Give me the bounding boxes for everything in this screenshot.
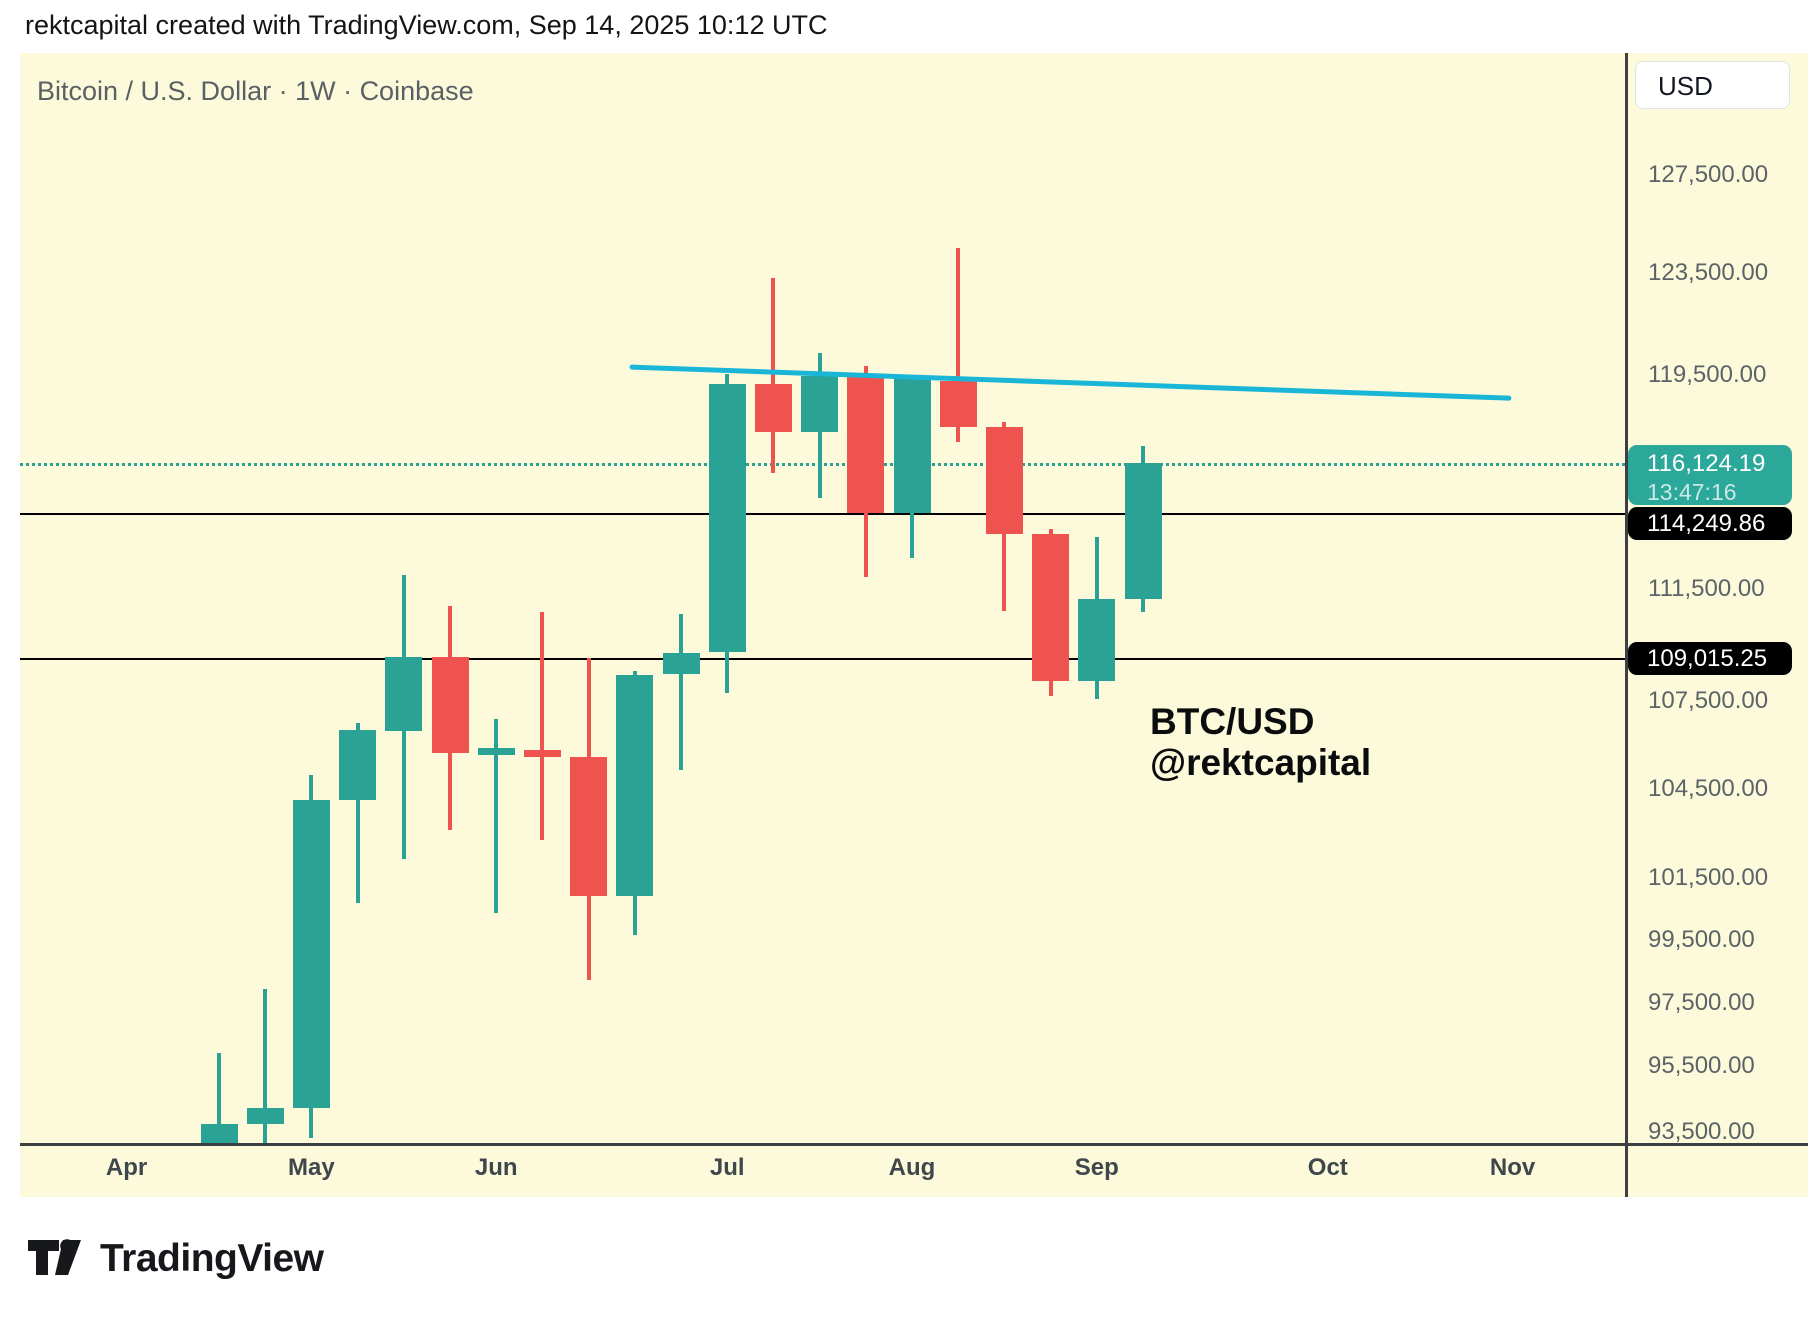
horizontal-level-line[interactable] <box>20 513 1625 516</box>
currency-badge: USD <box>1635 61 1790 109</box>
price-tick-label: 101,500.00 <box>1648 864 1769 892</box>
month-label-nov: Nov <box>1489 1154 1536 1181</box>
candle-2025-08-04[interactable] <box>893 378 931 514</box>
price-tick-label: 123,500.00 <box>1648 259 1769 287</box>
candle-2025-06-09[interactable] <box>523 750 561 758</box>
month-label-jun: Jun <box>474 1154 518 1181</box>
candle-2025-06-23[interactable] <box>616 675 654 897</box>
time-axis[interactable]: Apr May Jun Jul Aug Sep Oct Nov <box>20 1146 1625 1197</box>
price-tick-label: 93,500.00 <box>1648 1117 1755 1145</box>
price-tick-label: 95,500.00 <box>1648 1052 1755 1080</box>
price-tick-label: 97,500.00 <box>1648 988 1755 1016</box>
footer: TradingView <box>0 1197 1820 1318</box>
price-chart-plot[interactable]: Bitcoin / U.S. Dollar · 1W · Coinbase BT… <box>20 53 1625 1143</box>
candle-2025-07-28[interactable] <box>847 376 885 514</box>
candle-2025-06-30[interactable] <box>662 653 700 675</box>
candle-2025-07-07[interactable] <box>708 384 746 653</box>
last-price-badge: 116,124.19 13:47:16 <box>1628 445 1792 506</box>
candle-wick-2025-06-09 <box>540 612 545 841</box>
candle-wick-2025-04-21 <box>217 1052 221 1143</box>
candle-2025-05-19[interactable] <box>385 657 423 731</box>
countdown-timer: 13:47:16 <box>1647 479 1737 506</box>
annotation-symbol: BTC/USD <box>1150 701 1315 742</box>
price-tick-label: 111,500.00 <box>1648 574 1765 602</box>
candle-wick-2025-07-14 <box>771 278 776 474</box>
candle-2025-05-05[interactable] <box>292 800 330 1108</box>
candle-2025-05-26[interactable] <box>431 657 469 754</box>
candle-wick-2025-06-02 <box>494 719 499 913</box>
candle-wick-2025-06-30 <box>679 614 683 771</box>
candle-2025-06-16[interactable] <box>570 757 608 897</box>
time-axis-separator <box>20 1143 1808 1146</box>
level-price-badge: 114,249.86 <box>1628 507 1792 541</box>
candle-2025-09-08[interactable] <box>1124 463 1162 600</box>
annotation-handle: @rektcapital <box>1150 742 1372 783</box>
candle-2025-05-12[interactable] <box>339 730 377 801</box>
candle-wick-2025-08-11 <box>956 248 961 443</box>
price-axis-separator <box>1625 53 1628 1197</box>
candle-2025-09-01[interactable] <box>1078 599 1116 681</box>
level-price-badge: 109,015.25 <box>1628 641 1792 675</box>
chart-annotation: BTC/USD @rektcapital <box>1150 701 1371 783</box>
last-price-value: 116,124.19 <box>1647 450 1766 478</box>
month-label-sep: Sep <box>1074 1154 1119 1181</box>
tradingview-logo-text: TradingView <box>100 1237 324 1280</box>
candle-2025-04-28[interactable] <box>246 1107 284 1124</box>
attribution-text: rektcapital created with TradingView.com… <box>25 10 828 40</box>
candle-wick-2025-05-12 <box>355 723 360 904</box>
month-label-jul: Jul <box>709 1154 745 1181</box>
candle-2025-08-18[interactable] <box>985 427 1023 535</box>
candle-2025-06-02[interactable] <box>477 748 515 756</box>
tradingview-logo[interactable]: TradingView <box>27 1237 324 1281</box>
last-price-line <box>20 463 1625 467</box>
month-label-aug: Aug <box>888 1154 936 1181</box>
candle-wick-2025-04-28 <box>263 988 268 1143</box>
price-axis[interactable]: USD 116,124.19 13:47:16 127,500.00 123,50… <box>1628 53 1808 1197</box>
chart-block: Bitcoin / U.S. Dollar · 1W · Coinbase BT… <box>20 53 1808 1197</box>
tradingview-logo-icon <box>28 1239 81 1275</box>
price-tick-label: 104,500.00 <box>1648 774 1769 802</box>
candle-2025-07-14[interactable] <box>754 384 792 433</box>
price-tick-label: 119,500.00 <box>1648 360 1767 388</box>
candle-2025-08-11[interactable] <box>939 380 977 428</box>
price-tick-label: 107,500.00 <box>1648 687 1769 715</box>
candle-2025-07-21[interactable] <box>801 376 839 433</box>
trendline[interactable] <box>20 53 1625 1143</box>
candle-2025-08-25[interactable] <box>1032 534 1070 681</box>
candle-2025-04-21[interactable] <box>200 1123 238 1143</box>
month-label-apr: Apr <box>105 1154 148 1181</box>
price-tick-label: 127,500.00 <box>1648 160 1769 188</box>
horizontal-level-line[interactable] <box>20 658 1625 661</box>
month-label-oct: Oct <box>1307 1154 1348 1181</box>
price-tick-label: 99,500.00 <box>1648 925 1755 953</box>
month-label-may: May <box>288 1154 335 1181</box>
symbol-title: Bitcoin / U.S. Dollar · 1W · Coinbase <box>37 76 474 106</box>
